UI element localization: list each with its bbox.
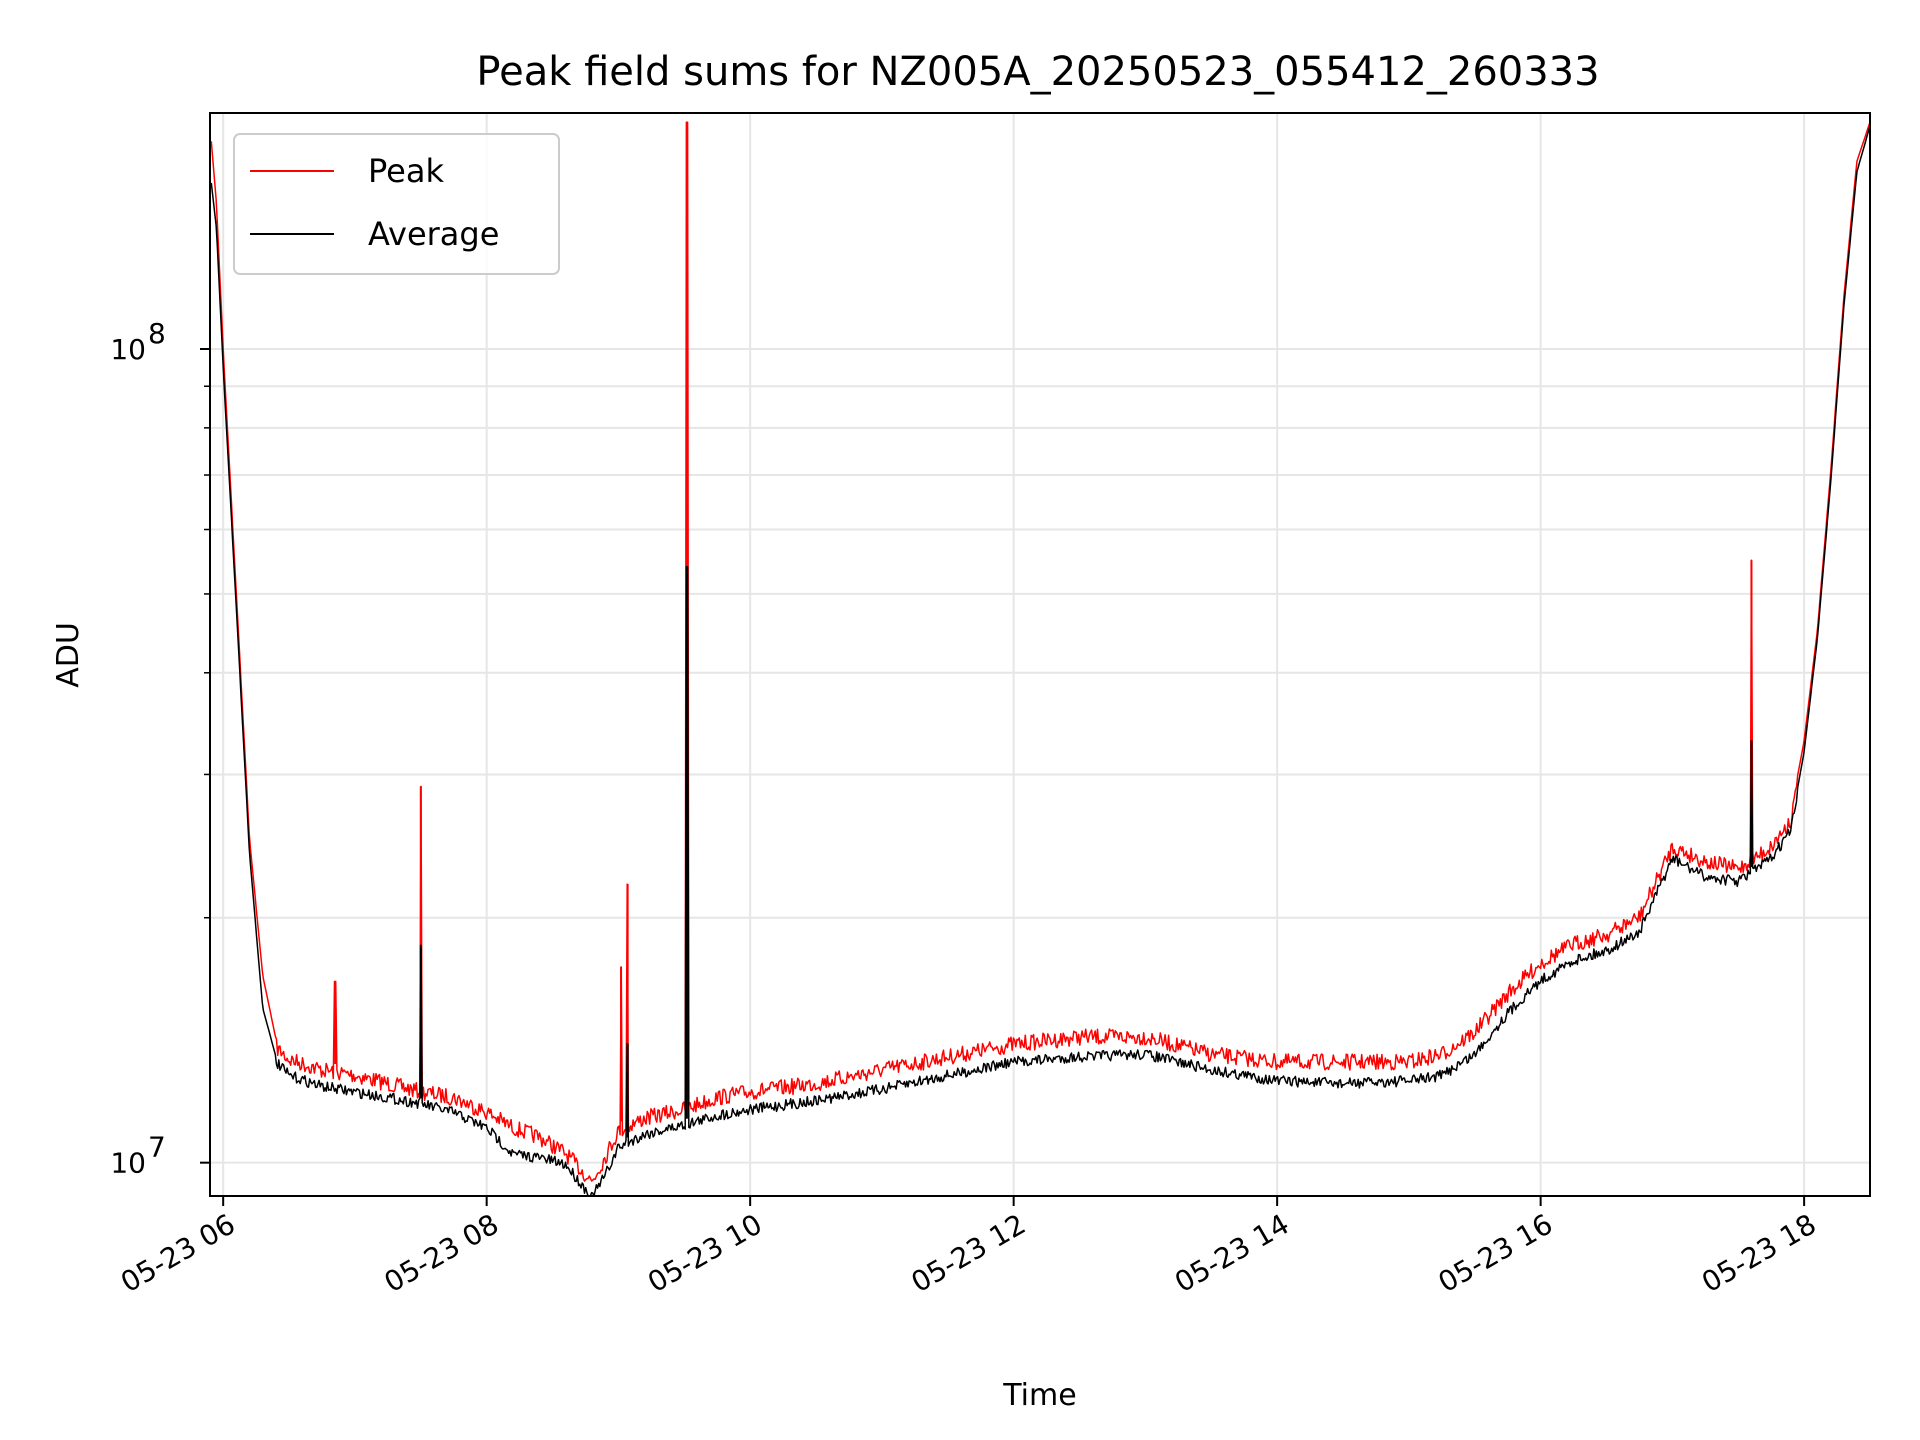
legend: Peak Average xyxy=(233,133,560,275)
chart-title: Peak field sums for NZ005A_20250523_0554… xyxy=(476,49,1599,95)
y-tick-exponent: 8 xyxy=(148,317,166,350)
y-tick-label: 10 xyxy=(110,1147,146,1180)
x-axis-label: Time xyxy=(1002,1378,1076,1413)
legend-label-average: Average xyxy=(368,215,499,253)
y-tick-exponent: 7 xyxy=(148,1131,166,1164)
series-line-peak xyxy=(210,121,1871,1182)
legend-label-peak: Peak xyxy=(368,152,444,190)
plot-background xyxy=(210,113,1870,1196)
series-line-average xyxy=(210,125,1871,1197)
y-tick-base: 10 xyxy=(110,333,146,366)
y-tick-base: 10 xyxy=(110,1147,146,1180)
y-axis-label: ADU xyxy=(51,622,86,688)
y-tick-label: 10 xyxy=(110,333,146,366)
series-layer xyxy=(210,121,1871,1197)
legend-box xyxy=(233,133,560,275)
plot-frame xyxy=(209,112,1871,1197)
grid-lines xyxy=(210,113,1870,1196)
plot-area xyxy=(209,112,1871,1197)
